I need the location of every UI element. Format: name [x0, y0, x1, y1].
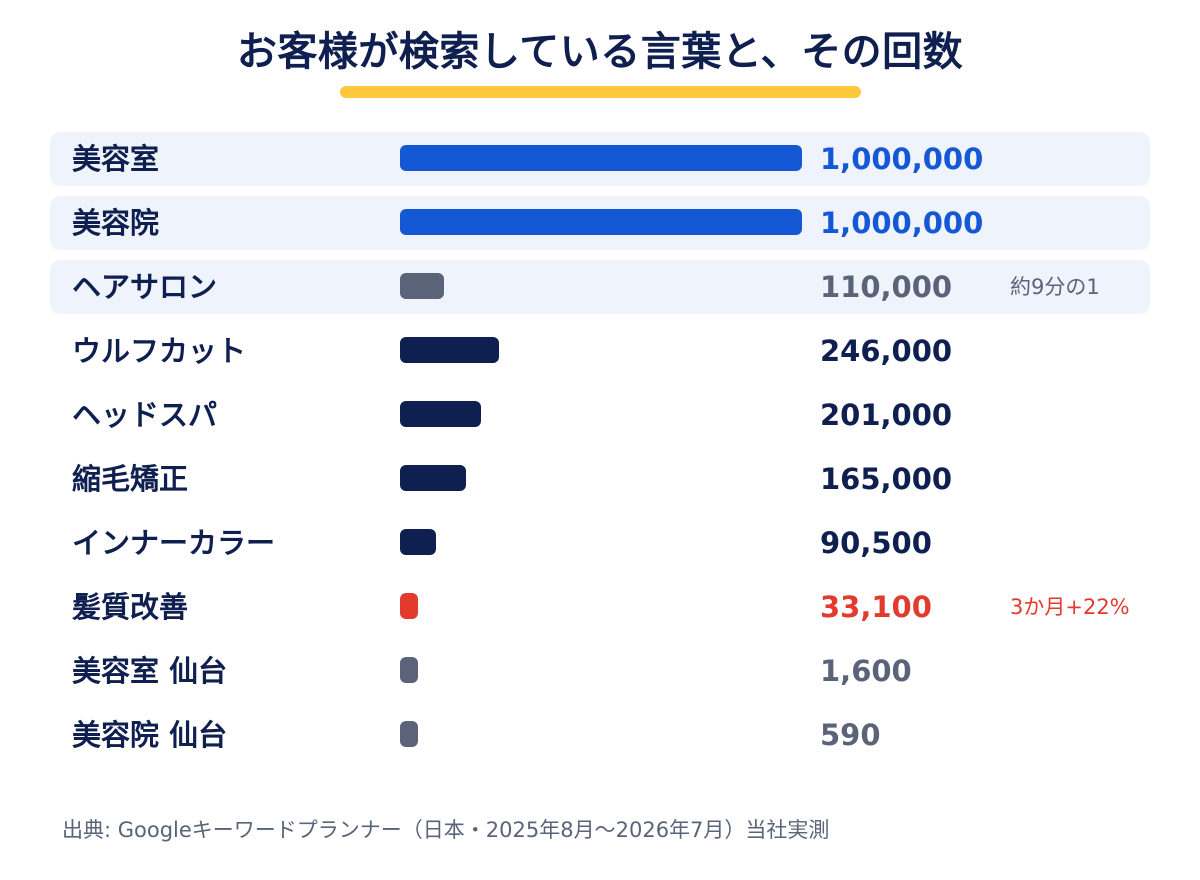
category-label: 美容室 仙台	[72, 654, 228, 688]
value-label: 165,000	[820, 462, 953, 496]
value-label: 1,600	[820, 654, 912, 688]
bar	[400, 145, 802, 171]
category-label: ヘアサロン	[72, 270, 218, 304]
bar	[400, 401, 481, 427]
bar	[400, 593, 418, 619]
chart-row: 縮毛矯正 165,000	[50, 452, 1150, 506]
annotation-label: 3か月+22%	[1010, 595, 1130, 619]
chart-row: 美容院 仙台 590	[50, 708, 1150, 762]
chart-row: ウルフカット 246,000	[50, 324, 1150, 378]
chart-row: 美容院 1,000,000	[50, 196, 1150, 250]
value-label: 246,000	[820, 334, 953, 368]
category-label: インナーカラー	[72, 526, 276, 560]
chart-row: ヘアサロン 110,000 約9分の1	[50, 260, 1150, 314]
source-note: 出典: Googleキーワードプランナー（日本・2025年8月〜2026年7月）…	[62, 818, 830, 842]
bar	[400, 721, 418, 747]
bar	[400, 465, 467, 491]
category-label: 美容院	[72, 206, 160, 240]
value-label: 201,000	[820, 398, 953, 432]
value-label: 590	[820, 718, 881, 752]
page-title: お客様が検索している言葉と、その回数	[236, 29, 964, 75]
bar	[400, 529, 437, 555]
bar	[400, 209, 802, 235]
category-label: 美容室	[72, 142, 160, 176]
chart-row: インナーカラー 90,500	[50, 516, 1150, 570]
category-label: ウルフカット	[72, 334, 247, 368]
chart-row: ヘッドスパ 201,000	[50, 388, 1150, 442]
category-label: 髪質改善	[72, 590, 189, 624]
annotation-label: 約9分の1	[1010, 275, 1100, 299]
value-label: 1,000,000	[820, 206, 984, 240]
chart-row: 髪質改善 33,100 3か月+22%	[50, 580, 1150, 634]
category-label: 縮毛矯正	[72, 462, 189, 496]
bar	[400, 337, 499, 363]
bar	[400, 273, 445, 299]
title-underline	[340, 86, 861, 98]
chart-row: 美容室 1,000,000	[50, 132, 1150, 186]
chart-row: 美容室 仙台 1,600	[50, 644, 1150, 698]
category-label: ヘッドスパ	[72, 398, 218, 432]
value-label: 1,000,000	[820, 142, 984, 176]
category-label: 美容院 仙台	[72, 718, 228, 752]
value-label: 33,100	[820, 590, 932, 624]
bar	[400, 657, 418, 683]
value-label: 90,500	[820, 526, 932, 560]
value-label: 110,000	[820, 270, 953, 304]
